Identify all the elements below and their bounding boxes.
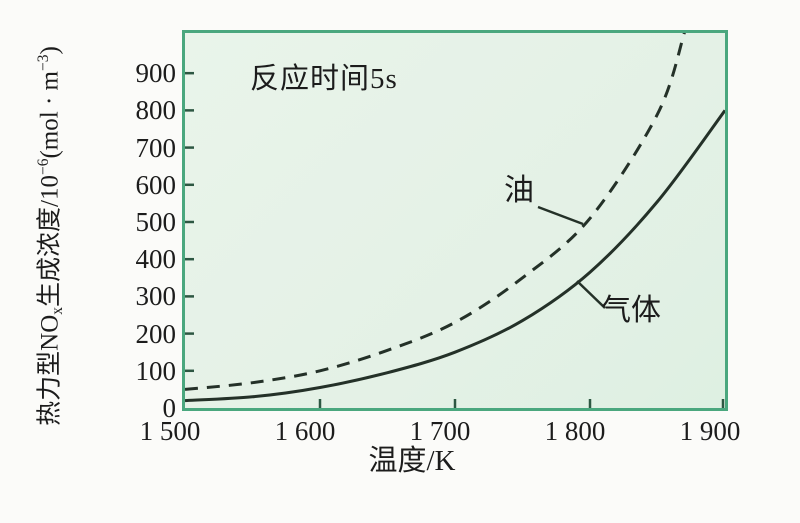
- y-axis-title-fragment: 生成浓度/10: [36, 175, 64, 307]
- oil-curve: [185, 33, 686, 391]
- oil-series-label: 油: [504, 174, 534, 207]
- x-tick-label: 1 900: [679, 416, 741, 446]
- oil-label-leader-line: [537, 205, 584, 226]
- x-tick-label: 1 600: [274, 416, 336, 446]
- axis-tick-marks: [185, 71, 725, 408]
- y-tick-label: 100: [135, 355, 177, 386]
- y-tick-label: 500: [135, 206, 177, 237]
- y-tick-label: 600: [135, 169, 177, 200]
- y-axis-title-fragment: (mol · m: [36, 71, 64, 159]
- y-tick-label: 900: [135, 58, 177, 89]
- x-tick-label: 1 500: [139, 416, 201, 446]
- y-tick-label: 800: [135, 95, 177, 126]
- x-axis-title: 温度/K: [368, 445, 456, 477]
- y-axis-title-fragment: −6: [35, 158, 52, 176]
- gas-series-label: 气体: [601, 294, 661, 327]
- y-tick-label: 300: [135, 281, 177, 312]
- y-tick-label: 400: [135, 244, 177, 275]
- x-tick-label: 1 700: [409, 416, 471, 446]
- reaction-time-annotation: 反应时间5s: [250, 63, 398, 95]
- gas-curve: [185, 109, 725, 403]
- y-tick-label: 200: [135, 318, 177, 349]
- y-axis-title-fragment: −3: [35, 54, 52, 72]
- x-tick-label: 1 800: [544, 416, 606, 446]
- chart-canvas: [185, 33, 725, 408]
- y-tick-label: 700: [135, 132, 177, 163]
- y-axis-title-fragment: x: [48, 306, 66, 315]
- plot-area: [182, 30, 728, 411]
- y-tick-label: 0: [162, 393, 177, 423]
- y-axis-title: 热力型NOx生成浓度/10−6(mol · m−3): [27, 26, 66, 446]
- gas-label-leader-line: [576, 280, 606, 309]
- y-axis-title-fragment: 热力型NO: [36, 314, 64, 426]
- y-axis-title-fragment: ): [36, 46, 64, 55]
